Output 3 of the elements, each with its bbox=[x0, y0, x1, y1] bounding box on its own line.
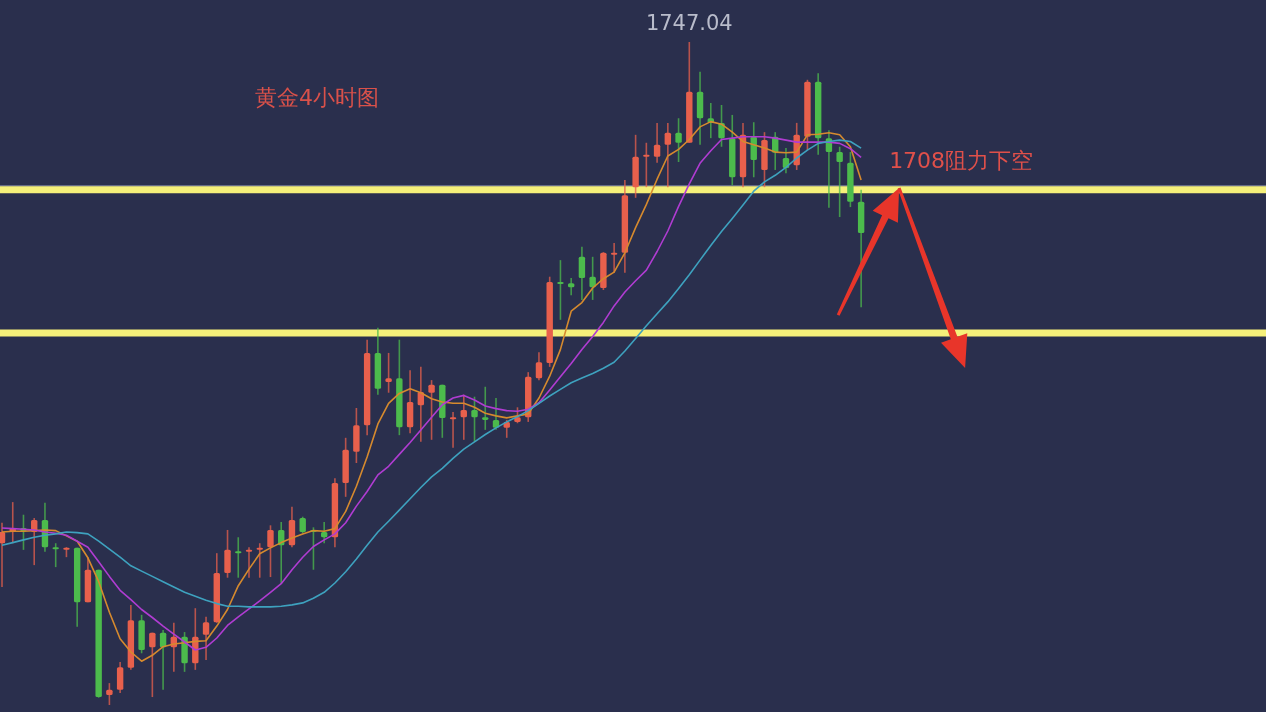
text: 1708阻力下空 bbox=[889, 147, 1034, 173]
text: 黄金4小时图 bbox=[255, 85, 379, 110]
annotation: 1747.04 bbox=[645, 11, 733, 35]
